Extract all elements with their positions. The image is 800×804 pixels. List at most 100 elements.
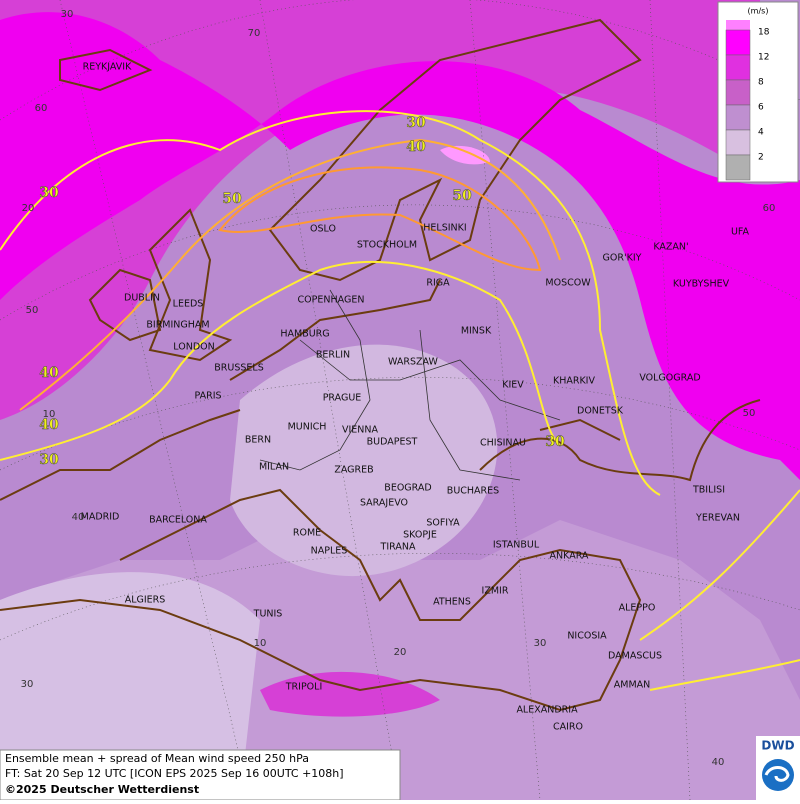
grid-label: 60 — [763, 203, 776, 214]
city-label: BEOGRAD — [384, 483, 431, 494]
contour — [218, 166, 542, 272]
coastline — [0, 279, 642, 712]
caption-box — [0, 749, 401, 801]
city-label: DAMASCUS — [608, 651, 662, 662]
city-label: CHISINAU — [480, 438, 526, 449]
city-label: MUNICH — [288, 422, 327, 433]
border — [259, 289, 561, 481]
city-label: BUDAPEST — [367, 437, 418, 448]
city-label: BUCHARES — [447, 486, 499, 497]
city-label: PRAGUE — [323, 393, 362, 404]
city-label: DUBLIN — [124, 293, 160, 304]
coastline — [268, 18, 642, 282]
grid-label: 30 — [534, 638, 547, 649]
grid-label: 20 — [394, 647, 407, 658]
city-label: MADRID — [81, 512, 120, 523]
city-label: SKOPJE — [403, 530, 437, 541]
city-label: MOSCOW — [545, 278, 591, 289]
legend-swatch — [725, 79, 751, 106]
legend-swatch — [726, 20, 750, 30]
contour-label: 30 — [545, 434, 565, 450]
city-label: VOLGOGRAD — [639, 373, 700, 384]
grid-label: 40 — [72, 512, 85, 523]
field-calm — [230, 344, 498, 577]
city-label: HELSINKI — [423, 223, 466, 234]
city-label: TIRANA — [380, 542, 416, 553]
contour-label: 40 — [406, 139, 426, 155]
city-label: BERLIN — [316, 350, 350, 361]
contour — [19, 138, 561, 411]
legend-label: 2 — [758, 153, 764, 163]
grid-label: 40 — [712, 757, 725, 768]
contour-label: 30 — [406, 115, 426, 131]
legend-label: 4 — [758, 128, 764, 138]
legend-label: 18 — [758, 28, 770, 38]
legend-label: 12 — [758, 53, 769, 63]
contour-label: 30 — [39, 185, 59, 201]
logo-text: DWD — [761, 739, 794, 753]
city-label: KIEV — [502, 380, 524, 391]
contour — [0, 110, 661, 496]
city-label: KUYBYSHEV — [673, 279, 730, 290]
city-label: AMMAN — [614, 680, 651, 691]
city-label: MILAN — [259, 462, 289, 473]
field-jet-core — [0, 12, 800, 481]
legend-label: 8 — [758, 78, 764, 88]
city-label: KHARKIV — [553, 376, 596, 387]
city-label: NAPLES — [311, 546, 348, 557]
city-label: STOCKHOLM — [357, 240, 417, 251]
grid-label: 50 — [26, 305, 39, 316]
city-label: LEEDS — [173, 299, 204, 310]
legend-swatch — [725, 104, 751, 131]
city-label: TRIPOLI — [285, 682, 323, 693]
city-label: ATHENS — [433, 597, 471, 608]
city-label: BERN — [245, 435, 271, 446]
city-label: WARSZAW — [388, 357, 438, 368]
city-label: RIGA — [426, 278, 450, 289]
field-calm — [0, 572, 260, 800]
city-label: PARIS — [194, 391, 221, 402]
city-label: YEREVAN — [695, 513, 740, 524]
legend-swatch — [725, 29, 751, 56]
city-label: OSLO — [310, 224, 336, 235]
city-label: BARCELONA — [149, 515, 207, 526]
grid-label: 10 — [43, 409, 56, 420]
grid-label: 30 — [61, 9, 74, 20]
city-label: SOFIYA — [426, 518, 460, 529]
city-label: ALGIERS — [125, 595, 166, 606]
legend-swatch — [725, 129, 751, 156]
city-label: SARAJEVO — [360, 498, 408, 509]
coastline — [59, 48, 233, 362]
coastline — [479, 399, 761, 482]
contour-label: 40 — [39, 417, 59, 433]
contour-label: 50 — [452, 188, 472, 204]
city-label: UFA — [731, 227, 750, 238]
logo-icon — [762, 759, 794, 791]
caption-line: ©2025 Deutscher Wetterdienst — [5, 783, 199, 796]
city-label: COPENHAGEN — [298, 295, 365, 306]
legend-label: 6 — [758, 103, 764, 113]
city-label: DONETSK — [577, 406, 624, 417]
city-label: TBILISI — [692, 485, 725, 496]
city-label: IZMIR — [482, 586, 509, 597]
grid-label: 50 — [743, 408, 756, 419]
caption-line: FT: Sat 20 Sep 12 UTC [ICON EPS 2025 Sep… — [5, 767, 344, 780]
grid-label: 60 — [35, 103, 48, 114]
city-label: ZAGREB — [334, 465, 373, 476]
city-label: ALEPPO — [619, 603, 656, 614]
contour-label: 40 — [39, 365, 59, 381]
legend-swatch — [725, 54, 751, 81]
city-label: CAIRO — [553, 722, 583, 733]
city-label: ROME — [293, 528, 321, 539]
city-label: BRUSSELS — [214, 363, 263, 374]
grid-label: 70 — [248, 28, 261, 39]
city-label: GOR'KIY — [603, 253, 642, 264]
field-jet — [260, 671, 440, 717]
city-label: HAMBURG — [280, 329, 329, 340]
city-label: TUNIS — [253, 609, 283, 620]
legend-unit: (m/s) — [748, 7, 769, 16]
city-label: ANKARA — [550, 551, 589, 562]
city-label: LONDON — [173, 342, 214, 353]
city-label: VIENNA — [342, 425, 379, 436]
